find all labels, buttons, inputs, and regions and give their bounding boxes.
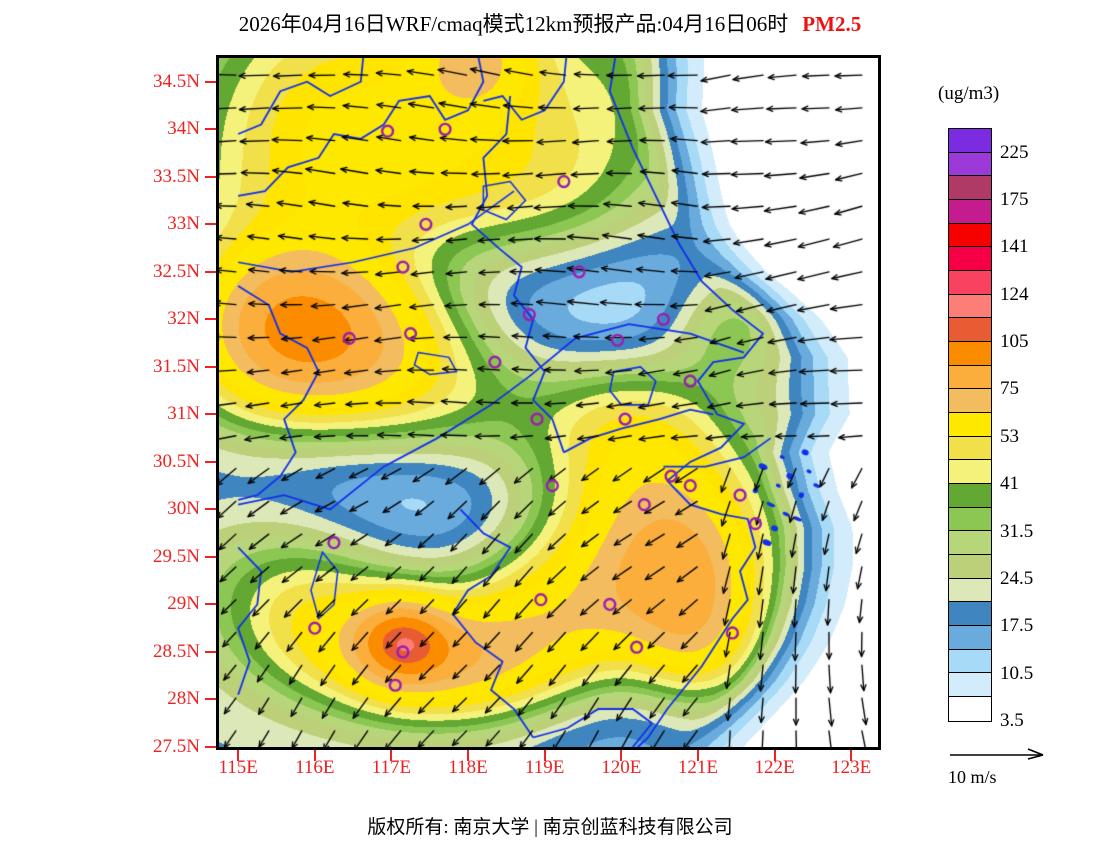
colorbar-tick-label: 24.5 — [1000, 567, 1034, 589]
longitude-tick-label: 120E — [601, 757, 642, 778]
latitude-tick-mark — [205, 175, 216, 178]
latitude-tick-label: 34N — [167, 118, 200, 140]
colorbar-band — [949, 389, 991, 414]
longitude-tick-mark — [773, 750, 776, 761]
colorbar-band — [949, 413, 991, 437]
colorbar-tick-label: 75 — [1000, 378, 1019, 400]
longitude-tick-label: 117E — [371, 757, 412, 778]
colorbar-band — [949, 176, 991, 201]
latitude-tick-mark — [205, 650, 216, 653]
longitude-tick-mark — [467, 750, 470, 761]
longitude-tick-mark — [390, 750, 393, 761]
colorbar-tick-label: 10.5 — [1000, 662, 1034, 684]
latitude-tick-mark — [205, 318, 216, 321]
longitude-tick-label: 119E — [524, 757, 565, 778]
latitude-tick-label: 33N — [167, 213, 200, 235]
colorbar-tick-label: 53 — [1000, 425, 1019, 447]
map-canvas[interactable] — [219, 58, 878, 747]
copyright-footer: 版权所有: 南京大学 | 南京创蓝科技有限公司 — [367, 817, 733, 838]
latitude-tick-mark — [205, 223, 216, 226]
longitude-tick-mark — [543, 750, 546, 761]
colorbar-band — [949, 697, 991, 721]
page-title: 2026年04月16日WRF/cmaq模式12km预报产品:04月16日06时 P… — [0, 8, 1100, 38]
colorbar-tick-label: 31.5 — [1000, 520, 1034, 542]
latitude-tick-label: 29N — [167, 593, 200, 615]
latitude-tick-mark — [205, 508, 216, 511]
title-variable-label: PM2.5 — [802, 12, 862, 36]
colorbar-band — [949, 673, 991, 698]
longitude-tick-label: 123E — [831, 757, 872, 778]
colorbar-band — [949, 436, 991, 461]
latitude-tick-mark — [205, 460, 216, 463]
colorbar-band — [949, 507, 991, 532]
latitude-tick-mark — [205, 128, 216, 131]
colorbar-band — [949, 152, 991, 177]
colorbar-band — [949, 129, 991, 153]
colorbar[interactable] — [948, 128, 992, 722]
latitude-tick-label: 31N — [167, 403, 200, 425]
colorbar-tick-label: 3.5 — [1000, 710, 1024, 731]
colorbar-band — [949, 247, 991, 272]
latitude-tick-mark — [205, 603, 216, 606]
latitude-tick-label: 31.5N — [153, 355, 200, 377]
longitude-tick-mark — [620, 750, 623, 761]
latitude-tick-label: 28N — [167, 688, 200, 710]
colorbar-tick-label: 41 — [1000, 473, 1019, 495]
colorbar-band — [949, 200, 991, 224]
latitude-tick-label: 32.5N — [153, 260, 200, 282]
latitude-tick-mark — [205, 698, 216, 701]
latitude-tick-label: 33.5N — [153, 165, 200, 187]
latitude-tick-mark — [205, 365, 216, 368]
colorbar-band — [949, 271, 991, 295]
colorbar-band — [949, 531, 991, 556]
longitude-tick-label: 118E — [448, 757, 488, 778]
colorbar-band — [949, 484, 991, 508]
colorbar-band — [949, 649, 991, 674]
longitude-tick-label: 115E — [218, 757, 258, 778]
colorbar-band — [949, 294, 991, 319]
latitude-tick-label: 34.5N — [153, 70, 200, 92]
longitude-tick-mark — [850, 750, 853, 761]
latitude-tick-mark — [205, 555, 216, 558]
colorbar-band — [949, 223, 991, 248]
longitude-tick-label: 121E — [677, 757, 718, 778]
latitude-tick-mark — [205, 270, 216, 273]
colorbar-band — [949, 578, 991, 603]
colorbar-band — [949, 365, 991, 390]
latitude-tick-label: 29.5N — [153, 545, 200, 567]
colorbar-band — [949, 460, 991, 485]
colorbar-units-label: (ug/m3) — [938, 83, 1000, 104]
wind-scale-label: 10 m/s — [948, 767, 997, 787]
latitude-tick-mark — [205, 80, 216, 83]
longitude-tick-label: 116E — [295, 757, 335, 778]
longitude-tick-mark — [696, 750, 699, 761]
latitude-tick-label: 27.5N — [153, 736, 200, 757]
title-main-text: 2026年04月16日WRF/cmaq模式12km预报产品:04月16日06时 — [238, 12, 789, 36]
colorbar-tick-label: 175 — [1000, 189, 1029, 211]
colorbar-band — [949, 555, 991, 579]
colorbar-tick-label: 141 — [1000, 236, 1029, 258]
longitude-tick-label: 122E — [754, 757, 795, 778]
colorbar-tick-label: 124 — [1000, 283, 1029, 305]
colorbar-band — [949, 342, 991, 366]
colorbar-tick-label: 225 — [1000, 141, 1029, 163]
longitude-tick-mark — [313, 750, 316, 761]
latitude-tick-mark — [205, 746, 216, 748]
latitude-tick-label: 32N — [167, 308, 200, 330]
colorbar-tick-label: 105 — [1000, 331, 1029, 353]
colorbar-band — [949, 626, 991, 650]
latitude-tick-mark — [205, 413, 216, 416]
wind-arrow-icon — [948, 745, 1088, 765]
latitude-tick-label: 30N — [167, 498, 200, 520]
colorbar-tick-label: 17.5 — [1000, 615, 1034, 637]
colorbar-band — [949, 318, 991, 343]
colorbar-band — [949, 602, 991, 627]
latitude-tick-label: 28.5N — [153, 640, 200, 662]
longitude-tick-mark — [237, 750, 240, 761]
latitude-tick-label: 30.5N — [153, 450, 200, 472]
wind-scale-key: 10 m/s — [948, 745, 1088, 788]
forecast-map-plot[interactable] — [216, 55, 881, 750]
